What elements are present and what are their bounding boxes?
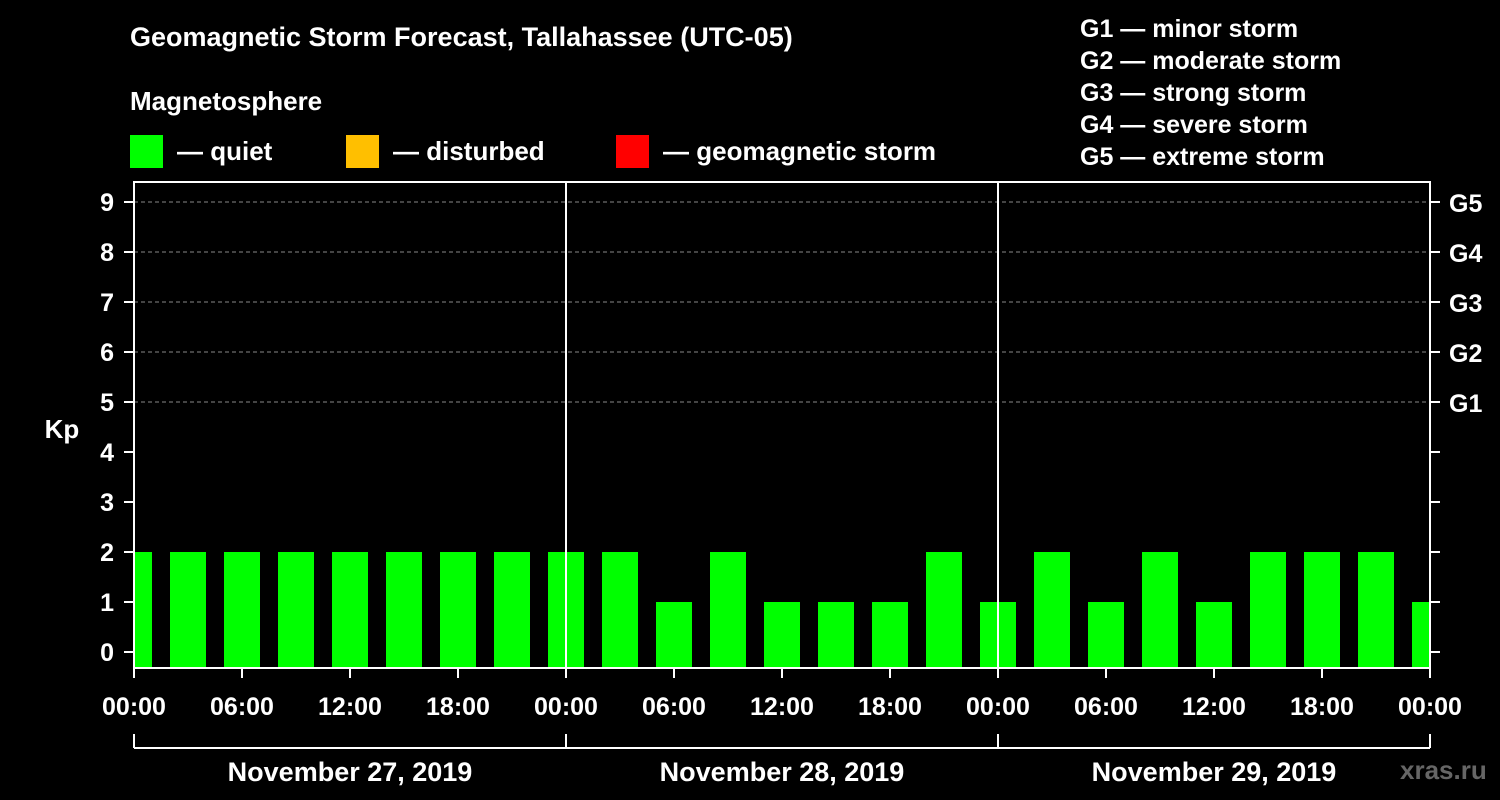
y-tick-label: 3: [100, 489, 114, 517]
quiet-swatch: [130, 134, 163, 168]
kp-bar: [602, 552, 638, 668]
y-tick-label: 5: [100, 389, 114, 417]
legend-quiet: — quiet: [130, 134, 272, 168]
x-tick-label: 06:00: [210, 693, 274, 721]
y-tick-label: 6: [100, 339, 114, 367]
legend-storm: — geomagnetic storm: [616, 134, 936, 168]
kp-bar: [440, 552, 476, 668]
legend-quiet-label: — quiet: [177, 135, 273, 166]
kp-bar: [1196, 602, 1232, 668]
x-tick-label: 00:00: [102, 693, 166, 721]
x-tick-label: 18:00: [858, 693, 922, 721]
kp-bar: [224, 552, 260, 668]
g2-legend: G2 — moderate storm: [1080, 47, 1342, 75]
day-label: November 27, 2019: [228, 757, 473, 787]
kp-bar: [1412, 602, 1430, 668]
g-level-label: G4: [1449, 240, 1482, 268]
g-level-label: G3: [1449, 290, 1482, 318]
x-tick-label: 06:00: [1074, 693, 1138, 721]
x-tick-label: 18:00: [426, 693, 490, 721]
legend-disturbed: — disturbed: [346, 134, 545, 168]
kp-bar: [710, 552, 746, 668]
storm-swatch: [616, 134, 649, 168]
magnetosphere-label: Magnetosphere: [130, 86, 323, 116]
kp-bar: [764, 602, 800, 668]
watermark: xras.ru: [1400, 755, 1487, 785]
kp-bar: [1088, 602, 1124, 668]
kp-bar: [872, 602, 908, 668]
kp-bar: [386, 552, 422, 668]
y-tick-label: 0: [100, 639, 114, 667]
g1-legend: G1 — minor storm: [1080, 15, 1299, 43]
x-tick-label: 00:00: [1398, 693, 1462, 721]
y-tick-label: 8: [100, 239, 114, 267]
kp-bar: [1034, 552, 1070, 668]
day-label: November 28, 2019: [660, 757, 905, 787]
x-tick-label: 12:00: [1182, 693, 1246, 721]
disturbed-swatch: [346, 134, 379, 168]
y-tick-label: 2: [100, 539, 114, 567]
x-tick-label: 00:00: [534, 693, 598, 721]
legend-storm-label: — geomagnetic storm: [663, 135, 937, 166]
kp-bar: [494, 552, 530, 668]
g-level-label: G1: [1449, 390, 1482, 418]
g-level-label: G2: [1449, 340, 1482, 368]
g3-legend: G3 — strong storm: [1080, 79, 1307, 107]
y-axis-label: Kp: [45, 414, 80, 444]
day-label: November 29, 2019: [1092, 757, 1337, 787]
x-tick-label: 12:00: [318, 693, 382, 721]
plot-frame: [133, 181, 1431, 669]
y-tick-label: 4: [100, 439, 114, 467]
kp-bar: [1304, 552, 1340, 668]
kp-bar: [134, 552, 152, 668]
kp-bar: [332, 552, 368, 668]
kp-bar: [656, 602, 692, 668]
legend-disturbed-label: — disturbed: [393, 135, 545, 166]
g4-legend: G4 — severe storm: [1080, 111, 1308, 139]
x-tick-label: 00:00: [966, 693, 1030, 721]
x-tick-label: 18:00: [1290, 693, 1354, 721]
kp-bar: [926, 552, 962, 668]
y-tick-label: 1: [100, 589, 114, 617]
g5-legend: G5 — extreme storm: [1080, 143, 1325, 171]
kp-bar: [1358, 552, 1394, 668]
kp-bar: [1142, 552, 1178, 668]
kp-bar: [1250, 552, 1286, 668]
g-level-label: G5: [1449, 190, 1482, 218]
kp-bar: [170, 552, 206, 668]
y-tick-label: 9: [100, 189, 114, 217]
y-tick-label: 7: [100, 289, 114, 317]
x-tick-label: 06:00: [642, 693, 706, 721]
kp-bar: [278, 552, 314, 668]
chart-title: Geomagnetic Storm Forecast, Tallahassee …: [130, 22, 793, 52]
x-tick-label: 12:00: [750, 693, 814, 721]
kp-bar: [818, 602, 854, 668]
